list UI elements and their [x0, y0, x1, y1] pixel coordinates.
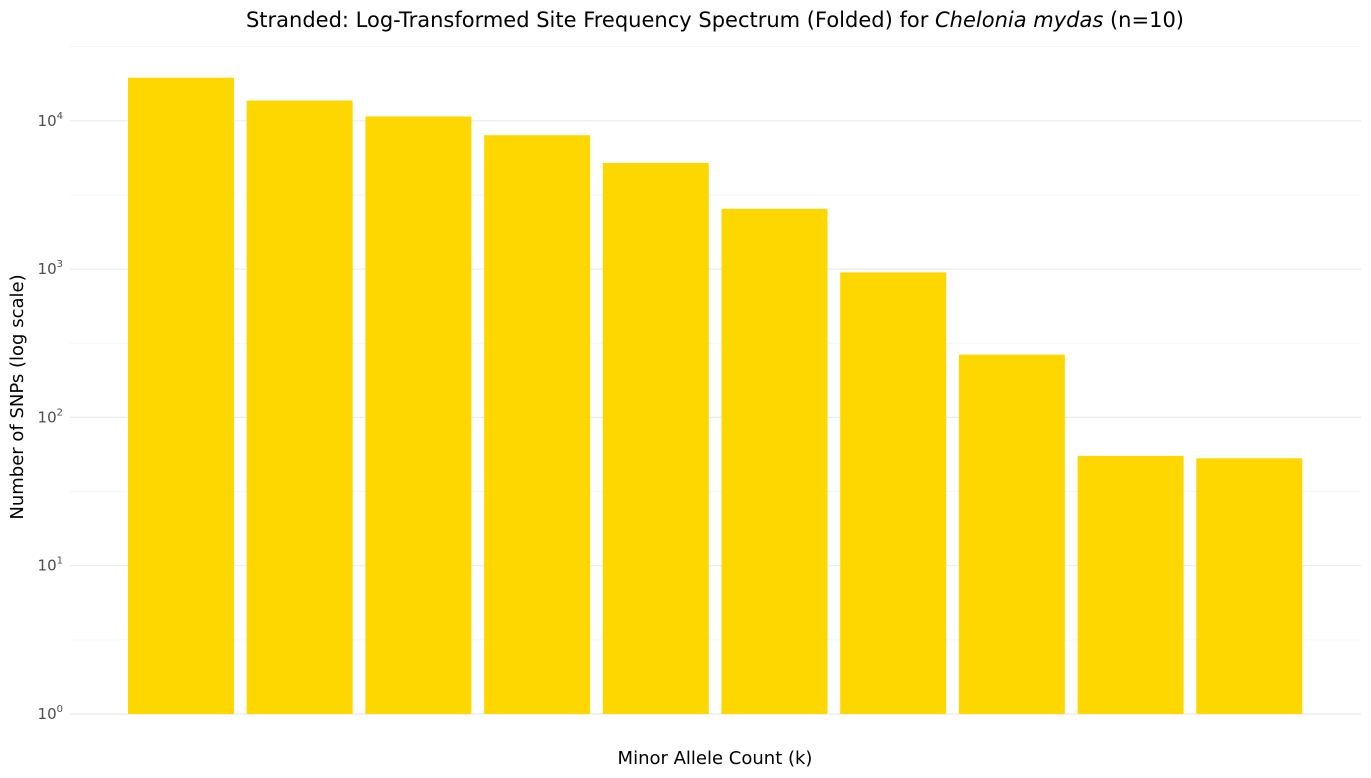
- y-tick-label: 103: [38, 259, 63, 278]
- chart-title-prefix: Stranded: Log-Transformed Site Frequency…: [246, 8, 935, 32]
- bars: [128, 77, 1303, 715]
- chart-title-species: Chelonia mydas: [935, 8, 1103, 32]
- bar-k1: [128, 77, 234, 715]
- bar-k5: [602, 162, 709, 715]
- y-tick-label: 101: [38, 556, 63, 575]
- y-tick-base: 10: [38, 557, 57, 575]
- y-tick-base: 10: [38, 112, 57, 130]
- bar-k6: [721, 208, 828, 714]
- chart-title-suffix: (n=10): [1103, 8, 1184, 32]
- bar-k3: [365, 116, 472, 714]
- y-axis-title: Number of SNPs (log scale): [7, 274, 28, 519]
- bar-k2: [246, 100, 353, 714]
- bar-k10: [1196, 458, 1303, 714]
- y-tick-base: 10: [38, 260, 57, 278]
- y-tick-label: 100: [38, 704, 63, 723]
- y-tick-exponent: 4: [57, 111, 63, 122]
- y-tick-exponent: 2: [57, 407, 63, 418]
- chart-title: Stranded: Log-Transformed Site Frequency…: [246, 8, 1184, 32]
- y-tick-base: 10: [38, 408, 57, 426]
- y-tick-base: 10: [38, 705, 57, 723]
- y-tick-label: 104: [38, 111, 63, 130]
- y-tick-label: 102: [38, 407, 63, 426]
- x-axis-title: Minor Allele Count (k): [618, 748, 813, 769]
- bar-k9: [1077, 455, 1184, 714]
- y-tick-exponent: 0: [57, 704, 63, 715]
- y-tick-exponent: 1: [57, 556, 63, 567]
- y-tick-exponent: 3: [57, 259, 63, 270]
- bar-k8: [958, 354, 1065, 714]
- bar-k7: [840, 272, 947, 714]
- bar-k4: [484, 135, 591, 714]
